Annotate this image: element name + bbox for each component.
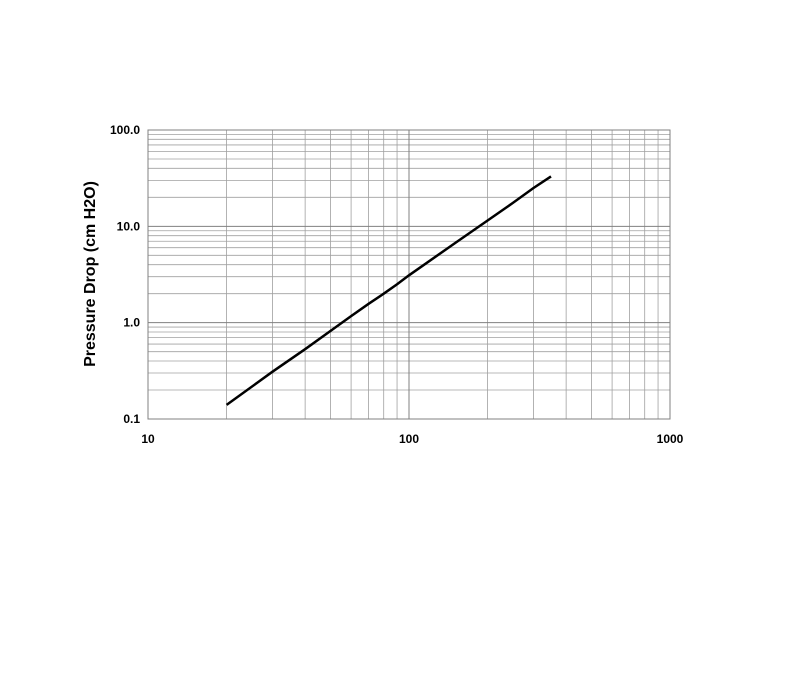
x-tick-label: 100	[399, 432, 419, 446]
x-tick-label: 10	[141, 432, 155, 446]
y-tick-label: 10.0	[117, 219, 141, 233]
y-axis-label: Pressure Drop (cm H2O)	[82, 181, 99, 367]
y-tick-label: 1.0	[123, 316, 140, 330]
y-tick-label: 100.0	[110, 123, 140, 137]
y-tick-label: 0.1	[123, 412, 140, 426]
x-tick-label: 1000	[657, 432, 684, 446]
plot-frame	[147, 129, 671, 420]
data-line	[225, 175, 552, 406]
